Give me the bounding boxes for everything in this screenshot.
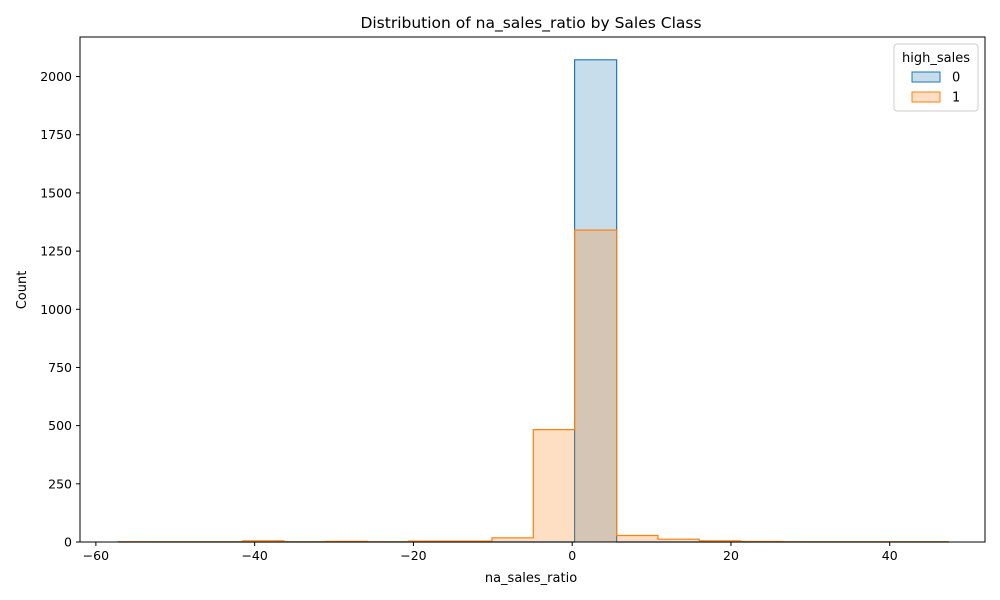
bar-series-0-bin-11: [574, 59, 617, 542]
y-tick-label: 750: [48, 360, 72, 375]
x-tick-label: 0: [568, 548, 576, 563]
legend-label-0: 0: [952, 71, 960, 86]
legend: high_sales 0 1: [893, 43, 979, 112]
y-tick-label: 1000: [40, 302, 72, 317]
x-tick-label: 20: [723, 548, 739, 563]
histogram-bars: [117, 59, 950, 543]
legend-title: high_sales: [902, 51, 970, 66]
y-tick-label: 1750: [40, 127, 72, 142]
series-1: [117, 229, 950, 543]
x-axis: −60 −40 −20 0 20 40: [83, 542, 898, 563]
y-axis: 0 250 500 750 1000 1250 1500 1750 2000: [40, 69, 80, 550]
bar-series-1-bin-13: [657, 539, 700, 542]
y-tick-label: 250: [48, 476, 72, 491]
x-tick-label: 40: [882, 548, 898, 563]
y-tick-label: 500: [48, 418, 72, 433]
bar-series-1-bin-11: [574, 230, 617, 542]
bar-series-1-bin-9: [492, 537, 534, 542]
y-tick-label: 1500: [40, 185, 72, 200]
legend-swatch-1: [911, 91, 941, 103]
y-axis-label: Count: [15, 271, 30, 310]
x-tick-label: −40: [241, 548, 267, 563]
bar-series-1-bin-12: [616, 535, 658, 542]
y-tick-label: 0: [64, 535, 72, 550]
legend-swatch-0: [911, 71, 941, 83]
x-tick-label: −20: [400, 548, 426, 563]
outline-series-1: [117, 229, 950, 543]
x-tick-label: −60: [83, 548, 109, 563]
legend-box: [893, 43, 979, 112]
y-tick-label: 2000: [40, 69, 72, 84]
legend-label-1: 1: [952, 91, 960, 106]
y-tick-label: 1250: [40, 244, 72, 259]
chart-title: Distribution of na_sales_ratio by Sales …: [360, 14, 701, 33]
plot-frame: [79, 36, 986, 543]
bar-series-1-bin-10: [533, 429, 575, 542]
x-axis-label: na_sales_ratio: [485, 571, 577, 586]
